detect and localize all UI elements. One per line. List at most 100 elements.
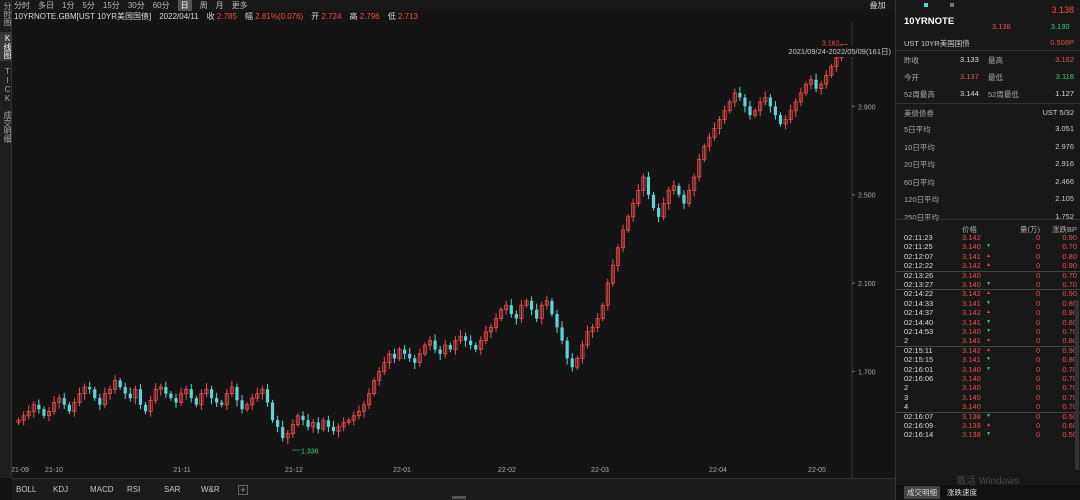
candle-body	[361, 404, 366, 412]
arrow-up-icon: ▲	[986, 262, 991, 269]
panel-square-icon[interactable]	[924, 3, 928, 7]
tick-row[interactable]: 02:16:06 3.140 0 0.70	[896, 374, 1080, 383]
period-3[interactable]: 5分	[82, 1, 95, 10]
tick-scrollbar[interactable]	[1075, 300, 1079, 470]
candle-body	[499, 309, 504, 319]
tick-row[interactable]: 2 3.141 ▲ 0 0.80	[896, 336, 1080, 345]
tick-row[interactable]: 02:12:07 3.141 ▲ 0 0.80	[896, 252, 1080, 261]
panel-change-pct: 0.508P	[1050, 38, 1074, 47]
candle-body	[819, 83, 824, 90]
indicator-tab-0[interactable]: BOLL	[16, 485, 37, 494]
add-indicator-button[interactable]: +	[238, 484, 248, 495]
candle-body	[326, 420, 331, 427]
toolbar-item-0[interactable]: 叠加	[869, 1, 886, 10]
tick-volume: 0	[1036, 421, 1041, 430]
tick-row[interactable]: 4 3.140 0 0.70	[896, 402, 1080, 411]
candle-body	[687, 189, 692, 204]
period-1[interactable]: 多日	[38, 1, 54, 10]
panel-tab-1[interactable]: 涨跌速度	[947, 488, 977, 497]
period-10[interactable]: 更多	[231, 1, 248, 10]
sidebar-tab-3[interactable]: 成交明细	[3, 111, 12, 143]
stat-label2-0: 最高	[988, 56, 1003, 65]
indicator-tab-1[interactable]: KDJ	[53, 485, 69, 494]
tick-price: 3.141	[962, 317, 981, 327]
candle-body	[803, 83, 808, 94]
tick-row[interactable]: 02:16:09 3.139 ▲ 0 0.60	[896, 421, 1080, 430]
tick-row[interactable]: 02:12:22 3.142 ▲ 0 0.90	[896, 261, 1080, 270]
tick-row[interactable]: 02:14:40 3.141 ▼ 0 0.80	[896, 318, 1080, 327]
tick-row[interactable]: 3 3.140 0 0.70	[896, 393, 1080, 402]
close-value: 2.785	[216, 12, 237, 21]
panel-square-icon-2[interactable]	[950, 3, 954, 7]
tick-row[interactable]: 02:13:27 3.140 ▼ 0 0.70	[896, 280, 1080, 289]
tick-row[interactable]: 02:14:33 3.141 ▼ 0 0.80	[896, 299, 1080, 308]
period-2[interactable]: 1分	[62, 1, 75, 10]
tick-row[interactable]: 2 3.140 0 0.70	[896, 383, 1080, 392]
indicator-tab-4[interactable]: SAR	[164, 485, 181, 494]
tick-time: 02:14:22	[904, 289, 934, 299]
candle-body	[738, 93, 742, 98]
sidebar-tab-1[interactable]: K线图	[0, 32, 12, 61]
tick-row[interactable]: 02:16:01 3.140 ▼ 0 0.70	[896, 365, 1080, 374]
sidebar-tab-0[interactable]: 分时图	[3, 2, 12, 26]
arrow-down-icon: ▼	[986, 299, 991, 306]
period-6[interactable]: 60分	[152, 1, 170, 10]
period-4[interactable]: 15分	[102, 1, 120, 10]
tick-price: 3.141	[962, 298, 981, 308]
period-8[interactable]: 周	[199, 1, 208, 10]
sidebar-tab-2[interactable]: TICK	[3, 67, 12, 103]
candle-body	[209, 389, 214, 399]
candle-body	[824, 74, 829, 85]
tick-price: 3.140	[962, 392, 981, 402]
candle-body	[478, 340, 483, 350]
quote-panel: 10YRNOTE 3.138 3.138 3.130 UST 10YR美国国债 …	[895, 0, 1080, 500]
period-0[interactable]: 分时	[14, 1, 30, 10]
chart-svg[interactable]: 1.700 2.100 2.500 2.900 21-09 21-10 21-11 21-12…	[12, 22, 895, 478]
candle-body	[311, 422, 316, 428]
candle-body	[427, 340, 432, 346]
candle-body	[77, 393, 82, 403]
candle-body	[331, 426, 336, 432]
period-5[interactable]: 30分	[127, 1, 145, 10]
candle-body	[692, 176, 697, 191]
tick-row[interactable]: 02:11:23 3.142 0 0.90	[896, 233, 1080, 242]
tick-row[interactable]: 02:14:22 3.142 ▲ 0 0.90	[896, 289, 1080, 298]
tick-row[interactable]: 02:11:25 3.140 ▼ 0 0.70	[896, 242, 1080, 251]
candle-body	[229, 386, 234, 395]
ma-label: 20日平均	[904, 160, 935, 169]
indicator-tab-5[interactable]: W&R	[201, 485, 220, 494]
tick-row[interactable]: 02:14:37 3.142 ▲ 0 0.90	[896, 308, 1080, 317]
tick-row[interactable]: 02:15:15 3.141 ▼ 0 0.80	[896, 355, 1080, 364]
tick-row[interactable]: 02:16:07 3.138 ▼ 0 0.50	[896, 412, 1080, 421]
candle-body	[250, 397, 255, 406]
tick-header-price: 价格	[962, 225, 977, 234]
candle-body	[194, 398, 198, 405]
period-7[interactable]: 日	[177, 0, 192, 11]
tick-row[interactable]: 02:15:11 3.142 ▲ 0 0.90	[896, 346, 1080, 355]
candle-body	[615, 247, 620, 266]
tick-time: 02:14:33	[904, 298, 934, 308]
tick-row[interactable]: 02:13:26 3.140 0 0.70	[896, 271, 1080, 280]
tick-bp: 0.60	[1062, 421, 1077, 430]
period-9[interactable]: 月	[215, 1, 224, 10]
stat-value-2: 3.144	[960, 89, 979, 98]
candlestick-chart[interactable]: 1.700 2.100 2.500 2.900 21-09 21-10 21-11 21-12…	[12, 22, 895, 478]
indicator-tab-3[interactable]: RSI	[127, 485, 141, 494]
tick-row[interactable]: 02:16:14 3.138 ▼ 0 0.50	[896, 430, 1080, 439]
panel-instrument-name: UST 10YR美国国债	[904, 39, 970, 48]
tick-time: 3	[904, 392, 909, 402]
tick-row[interactable]: 02:14:53 3.140 ▼ 0 0.70	[896, 327, 1080, 336]
panel-tab-0[interactable]: 成交明细	[904, 486, 940, 499]
candle-body	[346, 419, 351, 423]
candle-body	[113, 380, 118, 390]
tick-bp: 0.70	[1062, 374, 1077, 383]
candle-body	[834, 57, 839, 67]
tick-volume: 0	[1036, 317, 1041, 327]
indicator-tab-2[interactable]: MACD	[90, 485, 114, 494]
tick-time: 02:12:07	[904, 251, 934, 261]
tick-price: 3.140	[962, 327, 981, 336]
candle-body	[524, 300, 529, 306]
candle-body	[671, 185, 676, 191]
chart-scroll-thumb[interactable]	[452, 496, 466, 499]
tick-volume: 0	[1036, 364, 1041, 374]
